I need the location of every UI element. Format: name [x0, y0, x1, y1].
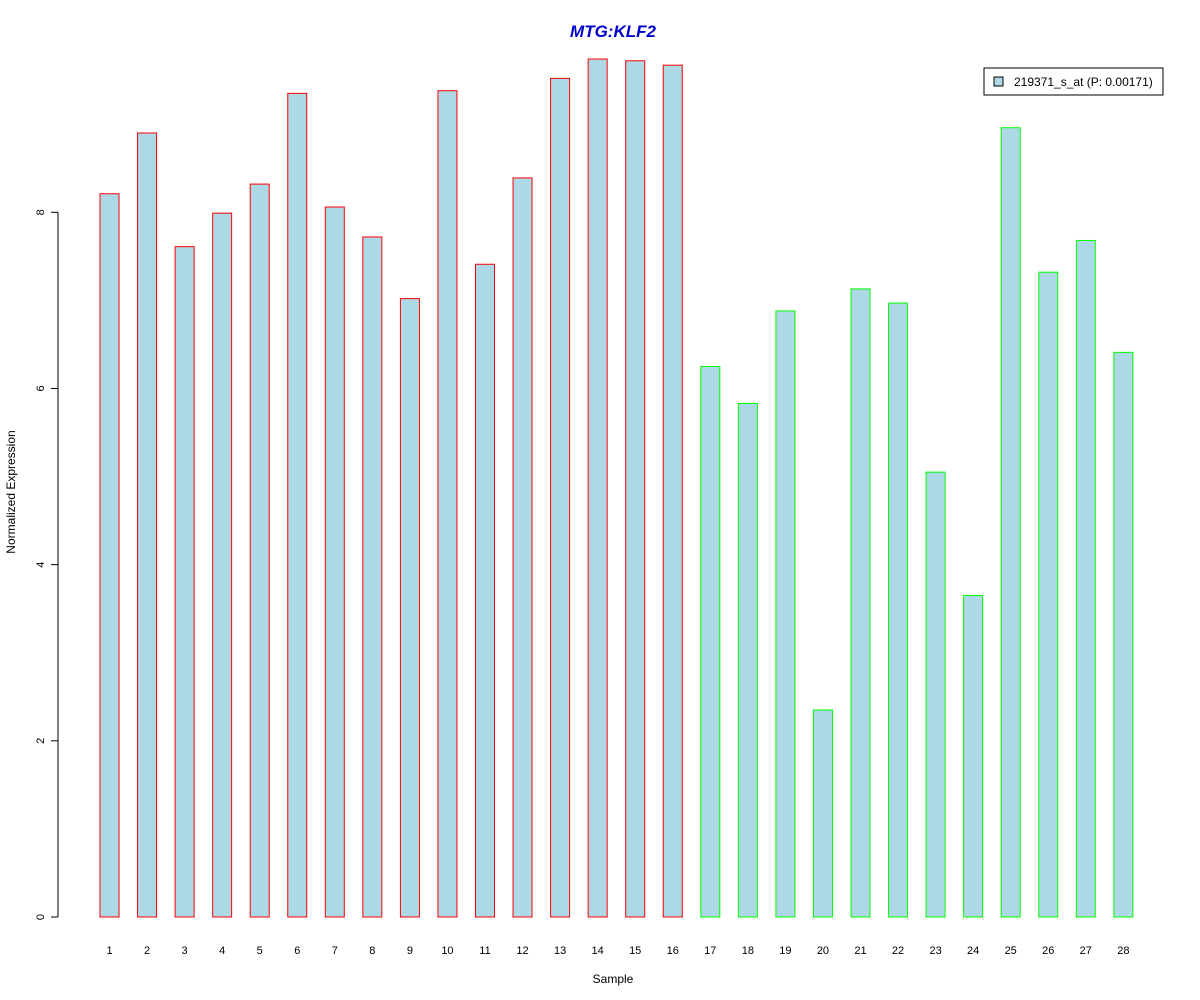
x-tick-label: 2 [144, 945, 150, 957]
x-tick-label: 24 [967, 945, 979, 957]
bar [737, 402, 758, 918]
bar [625, 60, 646, 918]
x-tick-label: 9 [407, 945, 413, 957]
x-tick-label: 27 [1080, 945, 1092, 957]
x-tick-label: 28 [1117, 945, 1129, 957]
y-tick-label: 8 [35, 209, 47, 215]
bar [1038, 271, 1059, 918]
x-tick-label: 22 [892, 945, 904, 957]
x-axis-title: Sample [593, 972, 634, 986]
x-tick-label: 23 [929, 945, 941, 957]
x-tick-label: 11 [479, 945, 490, 957]
x-tick-label: 10 [441, 945, 453, 957]
bar [812, 709, 833, 918]
x-tick-label: 14 [592, 945, 604, 957]
legend-label: 219371_s_at (P: 0.00171) [1014, 75, 1153, 89]
x-tick-label: 3 [182, 945, 188, 957]
bar [287, 92, 308, 918]
x-tick-label: 7 [332, 945, 338, 957]
x-tick-label: 26 [1042, 945, 1054, 957]
chart-title: MTG:KLF2 [570, 22, 656, 41]
legend-swatch [993, 76, 1004, 87]
x-tick-label: 4 [219, 945, 225, 957]
x-tick-label: 17 [704, 945, 716, 957]
bar [512, 177, 533, 918]
bar [99, 193, 120, 918]
x-tick-label: 6 [294, 945, 300, 957]
bar [249, 183, 270, 918]
bar [550, 77, 571, 918]
bar [212, 212, 233, 918]
x-tick-label: 13 [554, 945, 566, 957]
bars [99, 58, 1134, 918]
y-tick-label: 0 [35, 914, 47, 920]
legend: 219371_s_at (P: 0.00171) [983, 67, 1164, 96]
bar [174, 246, 195, 918]
x-tick-label: 1 [106, 945, 112, 957]
bar [362, 236, 383, 918]
bar [1000, 127, 1021, 918]
x-tick-label: 21 [854, 945, 866, 957]
bar [963, 594, 984, 918]
bar [888, 302, 909, 918]
bar [475, 263, 495, 918]
bar [700, 365, 721, 918]
bar [850, 288, 871, 918]
bar [925, 471, 946, 918]
x-tick-label: 15 [629, 945, 641, 957]
y-axis-title: Normalized Expression [4, 430, 18, 553]
bar [137, 132, 158, 918]
x-tick-label: 19 [779, 945, 791, 957]
x-tick-labels: 1 2 3 4 5 6 7 8 9 10 11 12 13 14 15 16 17 18 19 20 21 22 23 24 2… [106, 945, 1129, 957]
y-axis: 0 2 4 6 8 [35, 209, 59, 920]
bar [324, 206, 345, 918]
bar [1113, 351, 1134, 918]
y-tick-label: 6 [35, 385, 47, 391]
bar [1075, 239, 1096, 918]
bar [437, 90, 458, 918]
y-tick-label: 4 [35, 562, 47, 568]
bar [587, 58, 608, 918]
legend-box [983, 67, 1164, 96]
bar [775, 310, 796, 918]
x-tick-label: 25 [1005, 945, 1017, 957]
bar [662, 64, 683, 918]
x-tick-label: 20 [817, 945, 829, 957]
x-tick-label: 16 [667, 945, 679, 957]
y-tick-label: 2 [35, 738, 47, 744]
x-tick-label: 5 [257, 945, 263, 957]
x-tick-label: 18 [742, 945, 754, 957]
x-tick-label: 12 [516, 945, 528, 957]
x-tick-label: 8 [369, 945, 375, 957]
bar [399, 298, 420, 918]
